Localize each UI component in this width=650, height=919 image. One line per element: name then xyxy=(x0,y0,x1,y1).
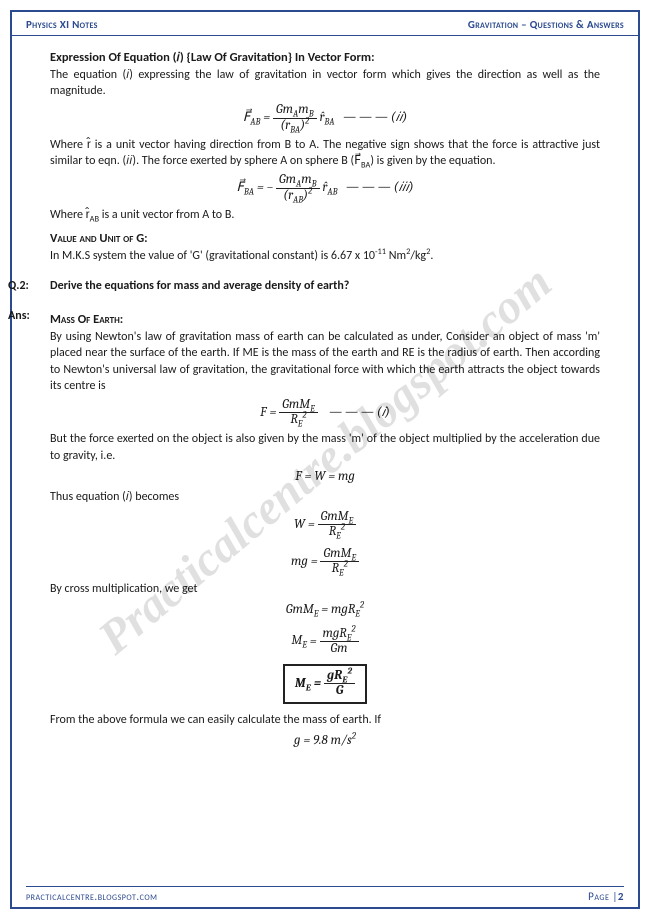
footer-left: practicalcentre.blogspot.com xyxy=(26,890,157,903)
equation-ME-boxed: ME = gRE2G xyxy=(50,664,600,704)
equation-F: F = GmMERE2 — — — (𝑖) xyxy=(50,398,600,428)
ans-p1: By using Newton's law of gravitation mas… xyxy=(50,329,600,394)
s1-p2: Where r̂ is a unit vector having directi… xyxy=(50,137,600,169)
section-title-g: Value and Unit of G: xyxy=(50,231,600,248)
header-right: Gravitation – Questions & Answers xyxy=(468,18,624,31)
ans-title: Mass Of Earth: xyxy=(50,312,600,329)
s2-p1: In M.K.S system the value of 'G' (gravit… xyxy=(50,248,600,264)
ans-p2: But the force exerted on the object is a… xyxy=(50,431,600,463)
ans-label: Ans: xyxy=(8,308,50,753)
equation-g: g = 9.8 m/s2 xyxy=(50,732,600,750)
equation-mg: mg = GmMERE2 xyxy=(50,547,600,577)
ans-p5: From the above formula we can easily cal… xyxy=(50,712,600,728)
equation-FW: F = W = mg xyxy=(50,468,600,486)
equation-ii: F⃗AB = GmAmB(rBA)2 r̂BA — — — (𝑖𝑖) xyxy=(50,103,600,133)
equation-cross: GmME = mgRE2 xyxy=(50,601,600,619)
content: Expression Of Equation (𝑖) {Law Of Gravi… xyxy=(12,36,638,753)
ans-p3: Thus equation (𝑖) becomes xyxy=(50,489,600,505)
equation-ME1: ME = mgRE2Gm xyxy=(50,627,600,657)
page-header: Physics XI Notes Gravitation – Questions… xyxy=(12,12,638,36)
page-footer: practicalcentre.blogspot.com Page |2 xyxy=(26,886,624,903)
answer-row: Ans: Mass Of Earth: By using Newton's la… xyxy=(50,308,600,753)
equation-W: W = GmMERE2 xyxy=(50,510,600,540)
question-row: Q.2: Derive the equations for mass and a… xyxy=(50,278,600,294)
equation-iii: F⃗BA = − GmAmB(rAB)2 r̂AB — — — (𝑖𝑖𝑖) xyxy=(50,173,600,203)
q2-text: Derive the equations for mass and averag… xyxy=(50,279,349,293)
s1-p1: The equation (𝑖) expressing the law of g… xyxy=(50,67,600,99)
page-border: Physics XI Notes Gravitation – Questions… xyxy=(10,10,640,909)
footer-right: Page |2 xyxy=(588,890,624,903)
q2-label: Q.2: xyxy=(8,278,50,294)
section-title-vector: Expression Of Equation (𝑖) {Law Of Gravi… xyxy=(50,50,600,67)
header-left: Physics XI Notes xyxy=(26,18,98,31)
s1-p3: Where r̂AB is a unit vector from A to B. xyxy=(50,207,600,223)
ans-p4: By cross multiplication, we get xyxy=(50,581,600,597)
